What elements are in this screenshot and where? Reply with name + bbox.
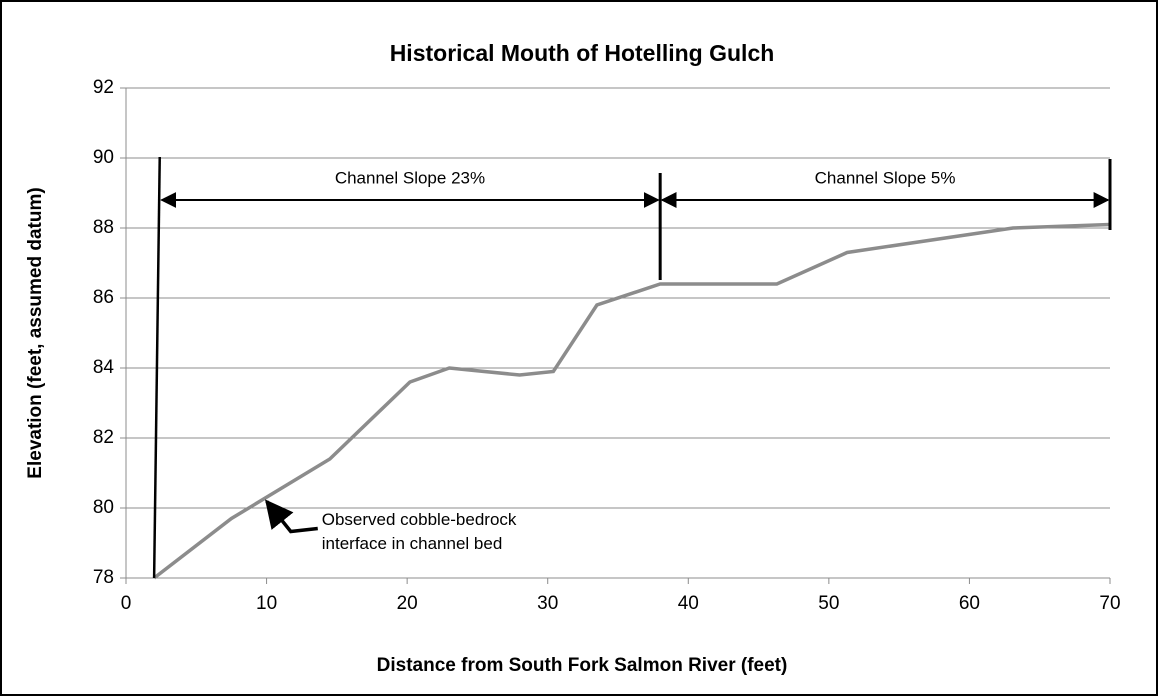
slope-label: Channel Slope 5%	[815, 168, 956, 187]
y-tick-label: 82	[93, 427, 114, 448]
chart-title: Historical Mouth of Hotelling Gulch	[390, 40, 775, 66]
slope-label: Channel Slope 23%	[335, 168, 485, 187]
callout-text: interface in channel bed	[322, 534, 503, 553]
x-tick-label: 60	[959, 593, 980, 614]
y-tick-label: 84	[93, 357, 115, 378]
x-tick-label: 30	[537, 593, 558, 614]
x-tick-label: 70	[1099, 593, 1120, 614]
y-tick-label: 80	[93, 497, 114, 518]
y-tick-label: 90	[93, 147, 114, 168]
x-tick-label: 0	[121, 593, 132, 614]
callout-text: Observed cobble-bedrock	[322, 510, 517, 529]
x-tick-label: 40	[678, 593, 699, 614]
x-tick-label: 20	[397, 593, 418, 614]
boundary-line	[152, 156, 161, 579]
y-tick-label: 86	[93, 287, 114, 308]
x-tick-label: 10	[256, 593, 277, 614]
x-tick-label: 50	[818, 593, 839, 614]
series-line	[153, 222, 1111, 580]
y-tick-label: 92	[93, 77, 114, 98]
x-axis-label: Distance from South Fork Salmon River (f…	[377, 655, 788, 676]
y-axis-label: Elevation (feet, assumed datum)	[25, 187, 46, 478]
y-tick-label: 78	[93, 567, 114, 588]
y-tick-label: 88	[93, 217, 114, 238]
callout-arrow	[265, 499, 318, 534]
